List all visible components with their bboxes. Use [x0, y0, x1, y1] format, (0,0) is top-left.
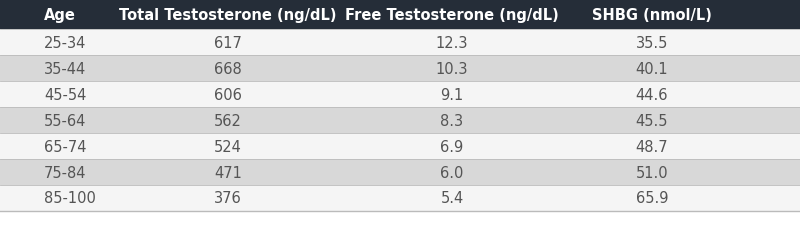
- Text: 6.0: 6.0: [440, 165, 464, 180]
- Bar: [0, 185, 800, 211]
- Text: 562: 562: [214, 113, 242, 128]
- Text: 668: 668: [214, 61, 242, 76]
- Text: 25-34: 25-34: [44, 35, 86, 50]
- Text: 617: 617: [214, 35, 242, 50]
- Text: 471: 471: [214, 165, 242, 180]
- Text: 65-74: 65-74: [44, 139, 86, 154]
- Text: 10.3: 10.3: [436, 61, 468, 76]
- Text: 44.6: 44.6: [636, 87, 668, 102]
- Text: 45.5: 45.5: [636, 113, 668, 128]
- Text: 65.9: 65.9: [636, 191, 668, 206]
- Text: 51.0: 51.0: [636, 165, 668, 180]
- Text: 6.9: 6.9: [440, 139, 464, 154]
- Text: Age: Age: [44, 7, 76, 22]
- Text: 524: 524: [214, 139, 242, 154]
- Bar: [0, 0, 800, 30]
- Text: 5.4: 5.4: [440, 191, 464, 206]
- Text: Free Testosterone (ng/dL): Free Testosterone (ng/dL): [345, 7, 559, 22]
- Bar: [0, 133, 800, 159]
- Bar: [0, 56, 800, 82]
- Bar: [0, 82, 800, 108]
- Bar: [0, 30, 800, 56]
- Text: 55-64: 55-64: [44, 113, 86, 128]
- Text: SHBG (nmol/L): SHBG (nmol/L): [592, 7, 712, 22]
- Text: 45-54: 45-54: [44, 87, 86, 102]
- Text: 8.3: 8.3: [441, 113, 463, 128]
- Text: Total Testosterone (ng/dL): Total Testosterone (ng/dL): [119, 7, 337, 22]
- Text: 75-84: 75-84: [44, 165, 86, 180]
- Text: 376: 376: [214, 191, 242, 206]
- Text: 40.1: 40.1: [636, 61, 668, 76]
- Text: 85-100: 85-100: [44, 191, 96, 206]
- Text: 48.7: 48.7: [636, 139, 668, 154]
- Text: 12.3: 12.3: [436, 35, 468, 50]
- Text: 35.5: 35.5: [636, 35, 668, 50]
- Text: 35-44: 35-44: [44, 61, 86, 76]
- Bar: [0, 159, 800, 185]
- Text: 9.1: 9.1: [440, 87, 464, 102]
- Text: 606: 606: [214, 87, 242, 102]
- Bar: [0, 108, 800, 133]
